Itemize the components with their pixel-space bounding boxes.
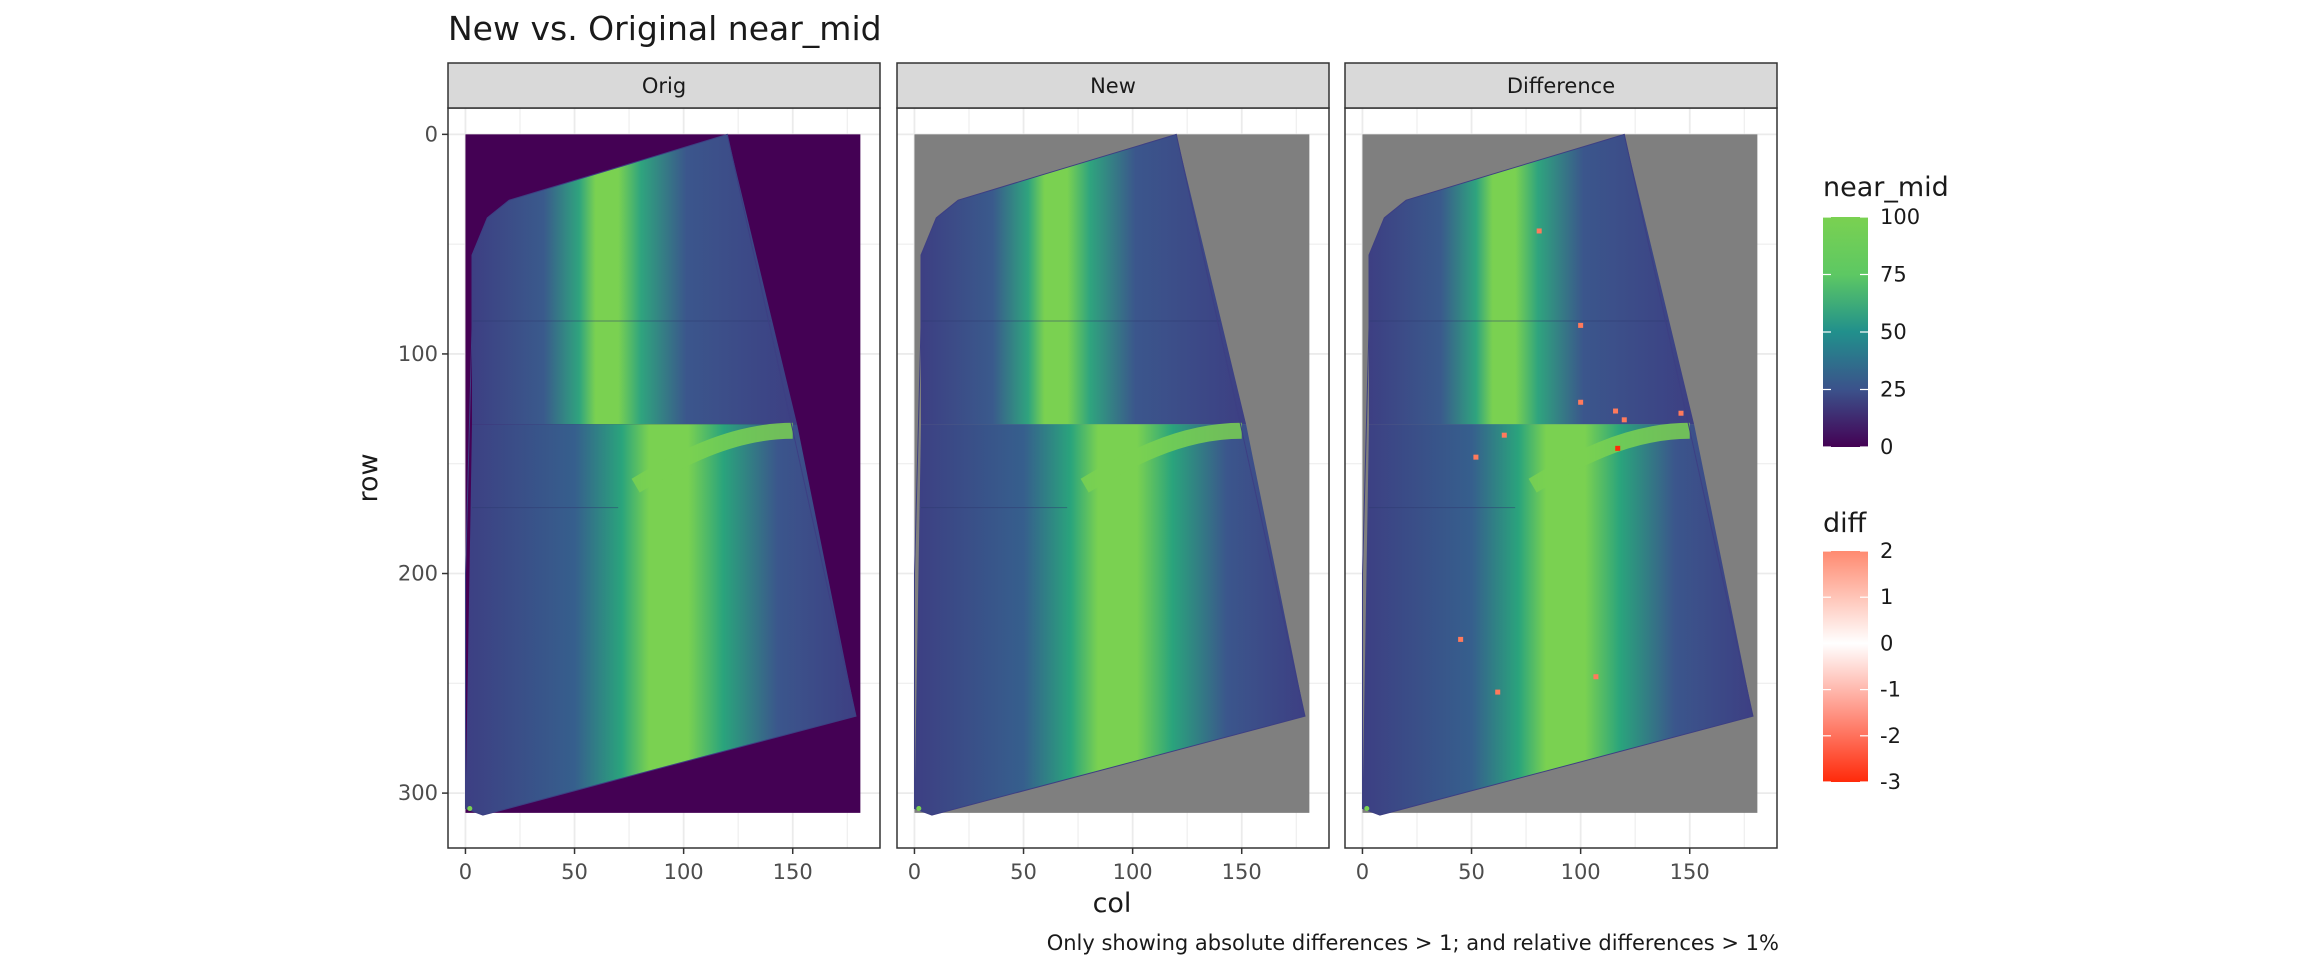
x-tick-label: 150 <box>773 860 813 884</box>
x-tick-label: 50 <box>1010 860 1037 884</box>
ridge-crossing <box>631 422 793 493</box>
legend-label: 75 <box>1880 263 1907 287</box>
facet-strip <box>447 62 881 109</box>
field-upper-band <box>921 134 1247 425</box>
chart-caption: Only showing absolute differences > 1; a… <box>1047 931 1779 955</box>
field-lower-band <box>465 424 856 816</box>
field-upper-band <box>472 134 798 425</box>
legend-diff-title: diff <box>1823 508 1868 539</box>
field-lower-band <box>914 424 1305 816</box>
panel-new: New <box>896 62 1330 849</box>
chart-title: New vs. Original near_mid <box>448 9 882 48</box>
corner-marker <box>1364 805 1370 811</box>
facet-strip-label: Difference <box>1507 74 1615 98</box>
legend-label: 1 <box>1880 585 1893 609</box>
field-outline <box>914 133 1306 816</box>
diff-point <box>1495 689 1501 695</box>
diff-point <box>1578 399 1584 405</box>
legend-label: 0 <box>1880 631 1893 655</box>
legend-label: 100 <box>1880 205 1920 229</box>
panel-difference: Difference <box>1344 62 1778 849</box>
legend-near-mid: near_mid 100 75 50 25 0 <box>1823 172 1949 459</box>
facet-strip <box>1344 62 1778 109</box>
field-outline <box>1362 133 1754 816</box>
diff-point <box>1621 417 1627 423</box>
legend-label: -2 <box>1880 724 1901 748</box>
ridge-crossing <box>1528 422 1690 493</box>
x-tick-label: 150 <box>1222 860 1262 884</box>
corner-marker <box>916 805 922 811</box>
y-axis: 0 100 200 300 <box>398 122 448 805</box>
y-tick-label: 300 <box>398 781 438 805</box>
legend-colorbar <box>1823 551 1868 782</box>
x-tick-label: 50 <box>1458 860 1485 884</box>
diff-point <box>1536 228 1542 234</box>
x-tick-label: 150 <box>1670 860 1710 884</box>
x-tick-label: 0 <box>1356 860 1369 884</box>
legend-label: 25 <box>1880 378 1907 402</box>
diff-point <box>1613 408 1619 414</box>
field-outline <box>465 133 857 816</box>
diff-point <box>1593 674 1599 680</box>
x-axis-title: col <box>1093 888 1132 919</box>
x-tick-label: 50 <box>561 860 588 884</box>
diff-point <box>1501 432 1507 438</box>
diff-point <box>1615 445 1621 451</box>
diff-point <box>1578 322 1584 328</box>
y-tick-label: 200 <box>398 562 438 586</box>
x-tick-label: 100 <box>664 860 704 884</box>
diff-point <box>1678 410 1684 416</box>
diff-point <box>1473 454 1479 460</box>
x-tick-label: 0 <box>908 860 921 884</box>
x-tick-label: 0 <box>459 860 472 884</box>
legend-label: -3 <box>1880 770 1901 794</box>
corner-marker <box>467 805 473 811</box>
panel-orig: Orig <box>447 62 881 849</box>
x-axes: 0 50 100 150 0 50 100 150 0 50 100 150 <box>459 848 1710 884</box>
legend-label: 0 <box>1880 435 1893 459</box>
legend-label: 50 <box>1880 320 1907 344</box>
legend-label: -1 <box>1880 678 1901 702</box>
x-tick-label: 100 <box>1113 860 1153 884</box>
facet-strip-label: Orig <box>642 74 686 98</box>
y-axis-title: row <box>353 453 384 502</box>
field-upper-band <box>1369 134 1695 425</box>
facet-panels: Orig New Difference <box>447 62 1778 849</box>
ridge-crossing <box>1080 422 1242 493</box>
facet-strip <box>896 62 1330 109</box>
x-tick-label: 100 <box>1561 860 1601 884</box>
legend-label: 2 <box>1880 539 1893 563</box>
field-lower-band <box>1362 424 1753 816</box>
diff-point <box>1458 636 1464 642</box>
legend-diff: diff 2 1 0 -1 -2 -3 <box>1823 508 1901 794</box>
facet-strip-label: New <box>1090 74 1136 98</box>
y-tick-label: 100 <box>398 342 438 366</box>
y-tick-label: 0 <box>425 122 438 146</box>
legend-near-mid-title: near_mid <box>1823 172 1949 203</box>
